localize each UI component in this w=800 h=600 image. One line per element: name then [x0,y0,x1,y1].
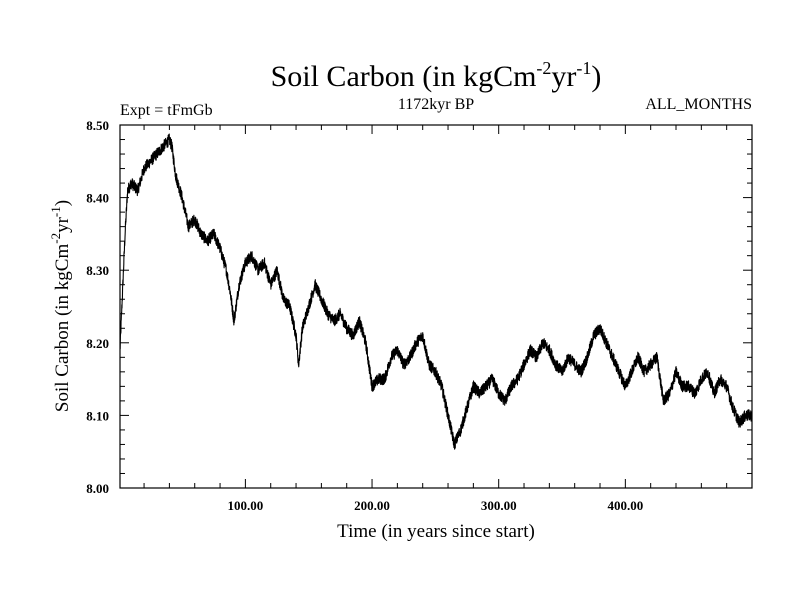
soil-carbon-series-line [119,133,753,450]
chart-title-text: Soil Carbon (in kgCm [271,60,537,93]
y-tick-label: 8.50 [86,118,109,133]
chart-title-mid: yr [551,60,576,93]
plot-area-frame [119,124,753,489]
months-label: ALL_MONTHS [645,96,752,113]
x-axis-label: Time (in years since start) [337,521,535,542]
experiment-label: Expt = tFmGb [120,102,213,119]
y-tick-label: 8.30 [86,263,109,278]
y-tick-label: 8.00 [86,481,109,496]
chart-title-sup1: -2 [536,58,551,78]
y-axis-label-end: ) [52,200,73,206]
x-tick-label: 400.00 [607,498,643,513]
x-tick-label: 200.00 [354,498,390,513]
period-label: 1172kyr BP [398,96,474,113]
y-axis-label-sup1: -2 [48,233,63,244]
y-axis-label-mid: yr [52,216,73,233]
y-axis-label-sup2: -1 [48,206,63,217]
y-tick-label: 8.10 [86,408,109,423]
series-group [119,133,753,450]
y-tick-label: 8.40 [86,191,109,206]
chart-title: Soil Carbon (in kgCm-2yr-1) [271,58,602,93]
y-axis-label-text: Soil Carbon (in kgCm [52,244,73,413]
x-tick-label: 100.00 [228,498,264,513]
y-tick-label: 8.20 [86,336,109,351]
x-tick-label: 300.00 [481,498,517,513]
chart-title-end: ) [591,60,601,93]
y-axis-ticks: 8.00 8.10 8.20 8.30 8.40 8.50 [86,118,752,496]
x-axis-ticks: 100.00 200.00 300.00 400.00 [143,125,728,513]
y-axis-label: Soil Carbon (in kgCm-2yr-1) [48,200,73,412]
chart-title-sup2: -1 [576,58,591,78]
